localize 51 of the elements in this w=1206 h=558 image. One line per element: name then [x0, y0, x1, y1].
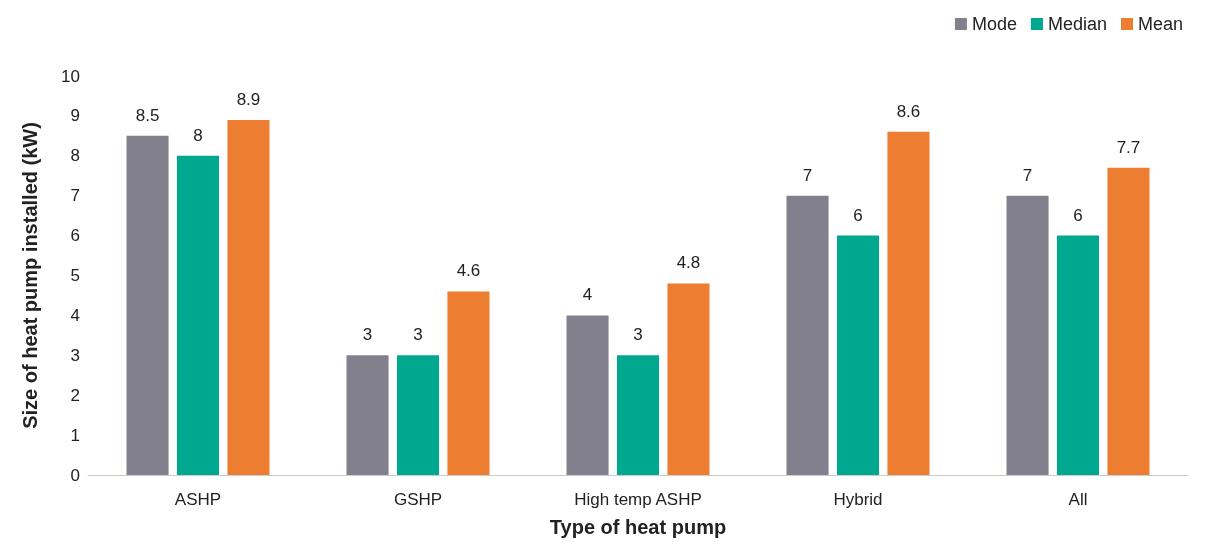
bar	[566, 315, 609, 475]
bar	[346, 355, 389, 475]
y-tick-label: 3	[70, 345, 80, 365]
bar	[836, 235, 880, 475]
data-label: 7	[802, 165, 813, 185]
bar	[887, 131, 930, 475]
bar	[667, 283, 710, 475]
bar	[126, 135, 169, 475]
y-tick-label: 9	[70, 106, 80, 126]
x-tick-label: All	[1068, 490, 1088, 509]
x-tick-label: ASHP	[174, 490, 222, 509]
bar	[616, 355, 660, 475]
data-label: 3	[413, 325, 423, 345]
data-label: 8.5	[135, 105, 160, 125]
bar	[227, 119, 270, 475]
x-tick-label: High temp ASHP	[574, 490, 702, 509]
y-tick-label: 0	[70, 465, 80, 485]
data-label: 7	[1022, 165, 1033, 185]
legend-label: Mean	[1137, 14, 1183, 34]
data-label: 8.6	[896, 101, 921, 121]
x-tick-label: GSHP	[393, 490, 443, 509]
y-tick-label: 4	[70, 305, 80, 325]
data-label: 4.8	[676, 253, 701, 273]
bar	[447, 291, 490, 475]
bar	[1056, 235, 1100, 475]
y-tick-label: 2	[70, 385, 80, 405]
y-tick-label: 8	[70, 146, 80, 166]
x-axis-title: Type of heat pump	[549, 516, 727, 538]
bar	[396, 355, 440, 475]
y-axis-title: Size of heat pump installed (kW)	[19, 122, 41, 429]
data-label: 3	[362, 325, 373, 345]
data-label: 8	[193, 125, 203, 145]
bar	[176, 155, 220, 475]
bar	[1006, 195, 1049, 475]
data-label: 7.7	[1116, 137, 1141, 157]
data-label: 6	[1073, 205, 1083, 225]
data-label: 6	[853, 205, 863, 225]
legend-label: Mode	[971, 14, 1017, 34]
legend-label: Median	[1047, 14, 1107, 34]
y-tick-label: 5	[70, 266, 80, 285]
data-label: 4	[582, 285, 593, 305]
y-tick-label: 7	[70, 186, 80, 206]
data-label: 3	[633, 325, 643, 345]
data-label: 4.6	[456, 261, 481, 281]
y-tick-label: 10	[61, 66, 80, 86]
x-tick-label: Hybrid	[833, 490, 883, 509]
data-label: 8.9	[236, 89, 261, 109]
bar	[786, 195, 829, 475]
y-tick-label: 1	[70, 425, 80, 445]
y-tick-label: 6	[70, 226, 80, 246]
bar	[1107, 167, 1150, 475]
